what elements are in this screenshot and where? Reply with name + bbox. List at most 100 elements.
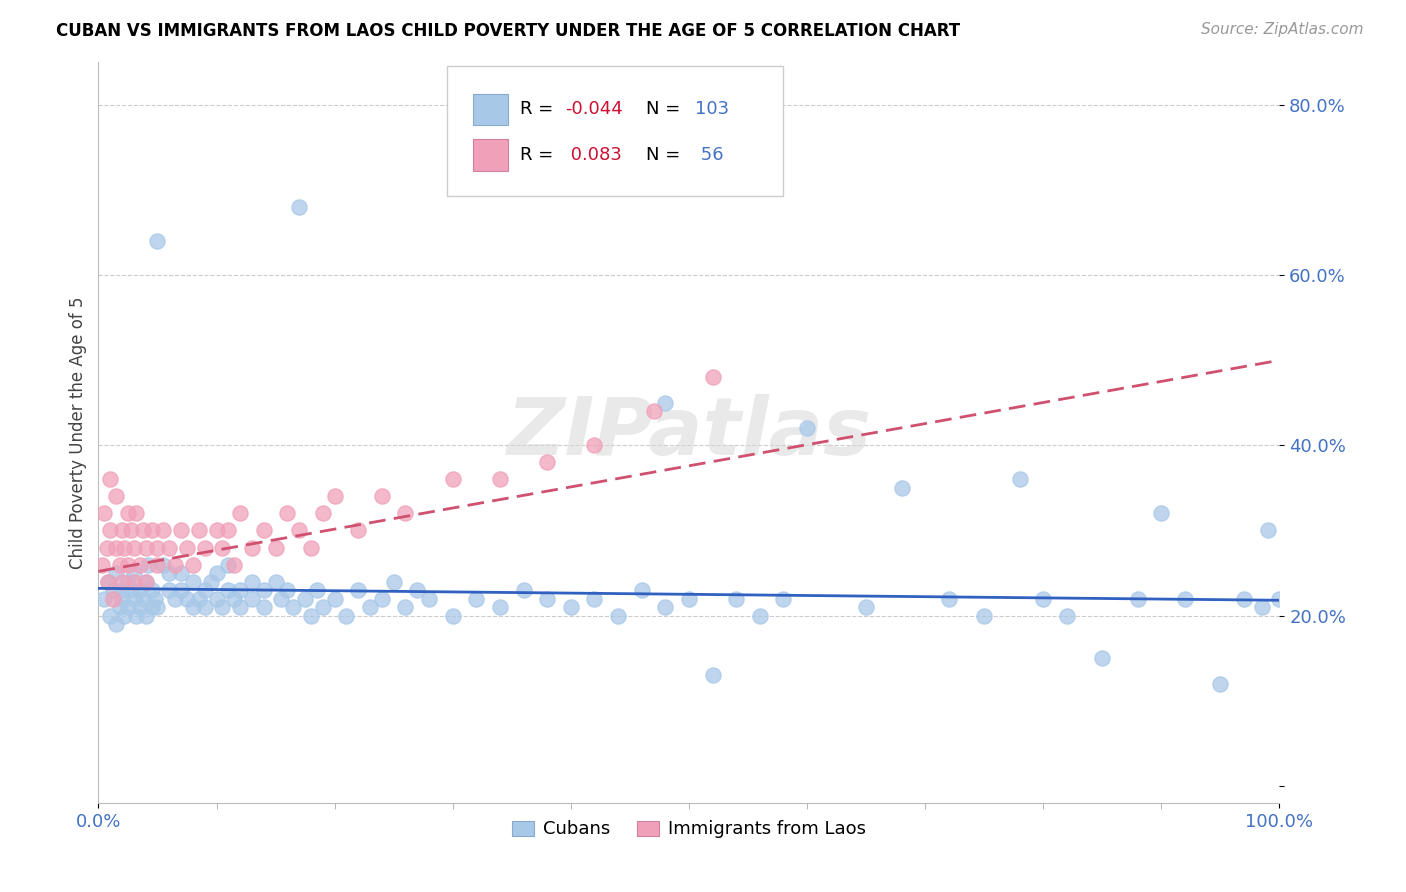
- Point: [125, 608, 148, 623]
- Point: [135, 608, 157, 623]
- Text: -0.044: -0.044: [565, 100, 623, 118]
- Point: [347, 582, 370, 597]
- Point: [105, 541, 128, 555]
- Point: [702, 668, 724, 682]
- Point: [264, 541, 287, 555]
- Point: [583, 591, 606, 606]
- Point: [583, 438, 606, 452]
- Point: [105, 617, 128, 632]
- Point: [112, 541, 135, 555]
- Point: [335, 608, 357, 623]
- Point: [394, 507, 416, 521]
- Point: [211, 541, 233, 555]
- Text: 103: 103: [695, 100, 728, 118]
- Point: [938, 591, 960, 606]
- Point: [288, 200, 311, 214]
- Point: [211, 600, 233, 615]
- Point: [132, 591, 155, 606]
- Point: [283, 600, 305, 615]
- Text: ZIPatlas: ZIPatlas: [506, 393, 872, 472]
- Point: [229, 582, 252, 597]
- Point: [176, 591, 198, 606]
- Point: [165, 558, 187, 572]
- Point: [194, 582, 217, 597]
- Point: [91, 558, 114, 572]
- Point: [1126, 591, 1149, 606]
- Point: [122, 591, 145, 606]
- Point: [135, 574, 157, 589]
- Point: [276, 507, 298, 521]
- Y-axis label: Child Poverty Under the Age of 5: Child Poverty Under the Age of 5: [69, 296, 87, 569]
- Point: [1250, 600, 1272, 615]
- FancyBboxPatch shape: [472, 94, 508, 125]
- Point: [855, 600, 877, 615]
- Point: [217, 524, 239, 538]
- Point: [187, 591, 209, 606]
- Point: [105, 566, 128, 580]
- Point: [170, 524, 193, 538]
- Point: [194, 541, 217, 555]
- Point: [187, 524, 209, 538]
- Point: [101, 582, 124, 597]
- Point: [890, 481, 912, 495]
- Point: [146, 600, 169, 615]
- Point: [205, 524, 228, 538]
- Point: [312, 507, 335, 521]
- Point: [170, 566, 193, 580]
- Point: [205, 566, 228, 580]
- Point: [253, 600, 276, 615]
- Point: [132, 524, 155, 538]
- Point: [157, 582, 180, 597]
- Point: [176, 541, 198, 555]
- Point: [371, 490, 394, 504]
- Text: 56: 56: [695, 146, 724, 164]
- Point: [973, 608, 995, 623]
- Point: [253, 524, 276, 538]
- Point: [536, 455, 558, 469]
- Point: [146, 558, 169, 572]
- Point: [125, 507, 148, 521]
- Point: [725, 591, 748, 606]
- Point: [441, 608, 464, 623]
- Point: [288, 524, 311, 538]
- Point: [152, 524, 174, 538]
- Point: [135, 574, 157, 589]
- Point: [560, 600, 582, 615]
- Text: N =: N =: [647, 146, 686, 164]
- Point: [97, 574, 120, 589]
- Point: [465, 591, 488, 606]
- Point: [607, 608, 630, 623]
- Point: [1174, 591, 1197, 606]
- Point: [181, 600, 204, 615]
- Point: [253, 582, 276, 597]
- Point: [299, 608, 322, 623]
- Point: [359, 600, 381, 615]
- Point: [240, 541, 263, 555]
- Point: [224, 558, 246, 572]
- Point: [270, 591, 292, 606]
- Point: [98, 472, 121, 486]
- FancyBboxPatch shape: [472, 139, 508, 170]
- Point: [1150, 507, 1173, 521]
- Point: [229, 600, 252, 615]
- FancyBboxPatch shape: [447, 66, 783, 195]
- Point: [1257, 524, 1279, 538]
- Point: [141, 524, 163, 538]
- Point: [654, 396, 676, 410]
- Text: 0.083: 0.083: [565, 146, 621, 164]
- Point: [146, 541, 169, 555]
- Point: [406, 582, 429, 597]
- Point: [111, 574, 134, 589]
- Point: [489, 600, 512, 615]
- Point: [382, 574, 405, 589]
- Point: [122, 566, 145, 580]
- Point: [194, 600, 217, 615]
- Point: [205, 591, 228, 606]
- Point: [121, 582, 143, 597]
- Point: [240, 591, 263, 606]
- Point: [1056, 608, 1078, 623]
- Point: [121, 524, 143, 538]
- Point: [229, 507, 252, 521]
- Point: [1032, 591, 1054, 606]
- Point: [1008, 472, 1031, 486]
